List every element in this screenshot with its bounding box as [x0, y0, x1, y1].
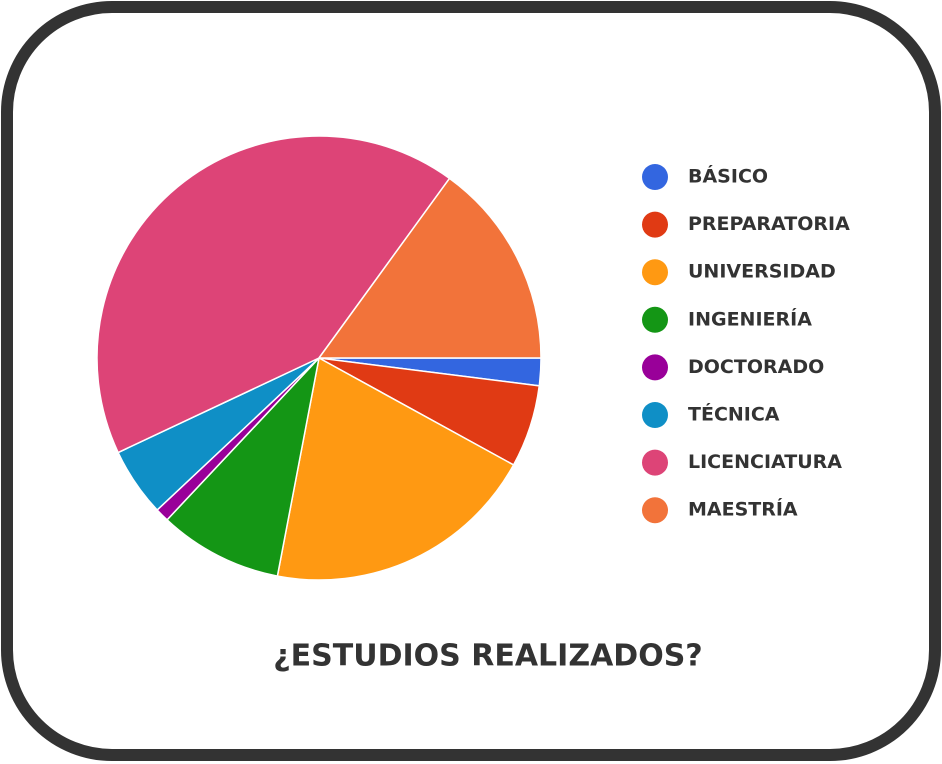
- legend-label: INGENIERÍA: [688, 307, 812, 330]
- pie-slice: [276, 356, 515, 581]
- legend-label: UNIVERSIDAD: [688, 261, 836, 283]
- legend-label: LICENCIATURA: [688, 451, 842, 473]
- legend-swatch: [642, 402, 668, 428]
- legend-swatch: [642, 211, 668, 238]
- legend-swatch: [642, 259, 668, 286]
- pie-slice: [165, 355, 321, 577]
- legend-label: PREPARATORIA: [688, 213, 850, 235]
- legend-swatch: [642, 306, 668, 333]
- legend-swatch: [642, 449, 668, 476]
- pie-slice: [96, 135, 451, 454]
- legend-label: TÉCNICA: [688, 403, 780, 426]
- legend-label: BÁSICO: [688, 165, 768, 188]
- legend-swatch: [642, 497, 668, 524]
- legend-swatch: [642, 354, 668, 381]
- chart-title: ¿ESTUDIOS REALIZADOS?: [273, 639, 702, 674]
- pie-slice: [317, 177, 542, 359]
- legend-swatch: [642, 164, 668, 190]
- legend-label: DOCTORADO: [688, 356, 824, 378]
- legend-label: MAESTRÍA: [688, 498, 798, 521]
